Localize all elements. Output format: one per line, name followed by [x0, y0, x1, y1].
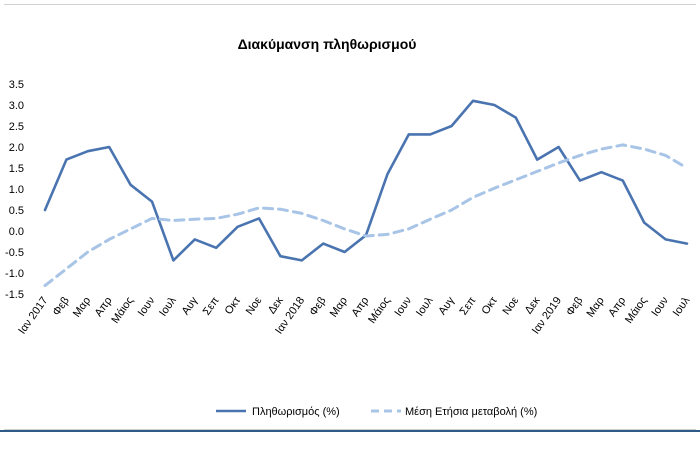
x-tick-label: Φεβ	[307, 295, 328, 318]
x-tick-label: Νοε	[501, 295, 522, 317]
x-tick-label: Μαρ	[585, 295, 607, 320]
x-tick-label: Νοε	[244, 295, 265, 317]
x-tick-label: Ιουν	[136, 294, 158, 318]
y-tick-label: -0.5	[5, 247, 24, 259]
y-tick-label: 3.5	[9, 79, 24, 91]
y-tick-label: 1.0	[9, 184, 24, 196]
legend-label-inflation: Πληθωρισμός (%)	[252, 406, 340, 418]
y-tick-label: 1.5	[9, 163, 24, 175]
x-tick-label: Δεκ	[266, 294, 286, 316]
chart-title: Διακύμανση πληθωρισμού	[238, 36, 417, 52]
x-tick-label: Οκτ	[479, 294, 500, 316]
x-tick-label: Μαρ	[328, 295, 350, 320]
x-tick-label: Σεπ	[458, 295, 479, 318]
y-tick-label: 0.5	[9, 205, 24, 217]
x-tick-label: Μαρ	[71, 295, 93, 320]
x-tick-label: Ιουλ	[671, 294, 693, 318]
series-lines	[43, 99, 689, 288]
legend: Πληθωρισμός (%) Μέση Ετήσια μεταβολή (%)	[216, 406, 537, 418]
chart-border	[4, 4, 696, 430]
x-tick-label: Ιουν	[393, 294, 415, 318]
annual-average-series-line	[43, 143, 689, 288]
bottom-rule	[0, 430, 700, 450]
x-tick-label: Ιουλ	[157, 294, 179, 318]
x-tick-label: Ιουλ	[414, 294, 436, 318]
x-tick-label: Φεβ	[51, 295, 72, 318]
y-axis: 3.5 3.0 2.5 2.0 1.5 1.0 0.5 0.0 -0.5 -1.0 -1.5	[5, 79, 24, 301]
y-tick-label: 2.5	[9, 121, 24, 133]
x-tick-label: Αυγ	[436, 294, 457, 317]
x-tick-label: Ιαν 2017	[16, 295, 50, 337]
x-tick-label: Οκτ	[223, 294, 244, 316]
x-tick-label: Αυγ	[180, 294, 201, 317]
x-tick-label: Φεβ	[564, 295, 585, 318]
y-tick-label: -1.0	[5, 268, 24, 280]
y-tick-label: 0.0	[9, 226, 24, 238]
x-tick-label: Σεπ	[201, 295, 222, 318]
y-tick-label: 3.0	[9, 100, 24, 112]
y-tick-label: -1.5	[5, 289, 24, 301]
x-tick-label: Ιουν	[649, 294, 671, 318]
legend-label-annual-average: Μέση Ετήσια μεταβολή (%)	[405, 406, 537, 418]
x-tick-label: Δεκ	[523, 294, 543, 316]
y-tick-label: 2.0	[9, 142, 24, 154]
x-tick-label: Μάιος	[623, 295, 650, 326]
x-tick-label: Μάιος	[366, 295, 393, 326]
x-tick-label: Μάιος	[109, 295, 136, 326]
